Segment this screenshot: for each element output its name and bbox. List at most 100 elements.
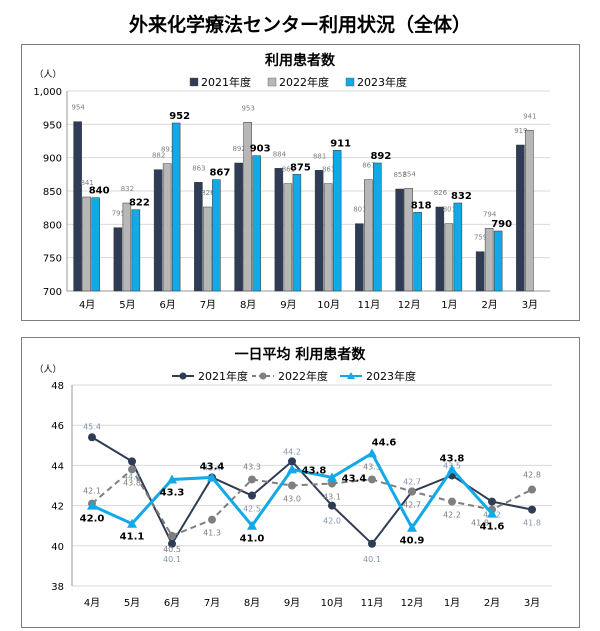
x-tick-label: 10月 — [321, 597, 344, 609]
data-label: 863 — [192, 164, 205, 172]
data-point — [488, 497, 496, 506]
bar — [516, 144, 525, 292]
data-label: 832 — [451, 191, 472, 202]
data-label: 832 — [121, 185, 134, 193]
data-point — [327, 472, 337, 482]
data-point — [288, 457, 296, 466]
x-tick-label: 3月 — [522, 299, 538, 311]
bar — [475, 251, 485, 292]
bar-chart-svg: 利用患者数 （人） 2021年度 2022年度 2023年度 700 750 800 850 90… — [33, 52, 550, 311]
bar — [153, 169, 163, 292]
legend-label: 2021年度 — [198, 369, 248, 383]
data-label: 44.6 — [372, 437, 397, 448]
data-label: 41.6 — [480, 522, 505, 533]
data-label: 795 — [112, 210, 125, 218]
data-label: 43.4 — [203, 463, 221, 472]
data-point — [248, 491, 256, 500]
bar — [323, 183, 333, 292]
data-label: 43.0 — [283, 495, 301, 504]
bar — [162, 163, 172, 292]
x-tick-label: 6月 — [159, 299, 175, 311]
data-label: 952 — [169, 111, 190, 122]
data-label: 867 — [362, 162, 375, 170]
x-tick-label: 2月 — [484, 597, 500, 609]
data-label: 43.1 — [323, 492, 341, 501]
legend-label: 2023年度 — [366, 369, 416, 383]
data-label: 42.0 — [323, 517, 341, 526]
data-label: 42.7 — [403, 501, 421, 510]
data-label: 42.2 — [443, 511, 461, 520]
x-tick-label: 9月 — [280, 299, 296, 311]
data-label: 826 — [434, 189, 448, 197]
bar — [355, 223, 364, 292]
data-label: 911 — [330, 138, 351, 149]
data-label: 891 — [161, 146, 174, 154]
chart-title: 利用患者数 — [265, 52, 336, 69]
data-label: 861 — [322, 166, 335, 174]
data-label: 882 — [152, 152, 165, 160]
x-tick-label: 11月 — [361, 597, 384, 609]
y-tick-label: 700 — [43, 287, 62, 298]
data-point — [168, 539, 176, 548]
data-label: 794 — [483, 210, 497, 218]
bar — [444, 223, 454, 292]
y-tick-label: 38 — [51, 582, 64, 593]
bar — [525, 130, 534, 292]
bar — [484, 228, 494, 292]
data-label: 941 — [523, 112, 536, 120]
bar — [283, 183, 293, 292]
data-point — [328, 479, 336, 488]
data-label: 801 — [353, 206, 366, 214]
data-point — [288, 481, 296, 490]
data-label: 43.8 — [302, 465, 327, 476]
y-tick-label: 1,000 — [33, 87, 62, 98]
data-label: 854 — [402, 170, 416, 178]
data-point — [128, 465, 136, 474]
data-point — [208, 515, 216, 524]
data-label: 954 — [71, 104, 85, 112]
data-label: 41.1 — [120, 532, 145, 543]
y-axis-unit: （人） — [34, 364, 61, 375]
data-point — [128, 457, 136, 466]
x-tick-label: 11月 — [358, 299, 381, 311]
bar — [314, 170, 324, 292]
data-label: 801 — [443, 206, 456, 214]
legend-swatch — [189, 77, 199, 87]
legend-marker — [179, 372, 187, 380]
y-tick-label: 40 — [51, 542, 64, 553]
bar — [122, 202, 132, 292]
bar — [252, 155, 261, 292]
x-tick-label: 4月 — [79, 299, 95, 311]
data-label: 790 — [491, 219, 512, 230]
data-label: 919 — [514, 127, 527, 135]
data-point — [127, 518, 137, 528]
bar — [395, 188, 404, 292]
bar — [413, 212, 422, 292]
data-label: 40.5 — [163, 545, 181, 554]
bar — [73, 121, 82, 292]
data-label: 43.8 — [123, 478, 141, 487]
data-point — [368, 539, 376, 548]
bar — [82, 196, 91, 292]
chart-panel-daily-average: 一日平均 利用患者数 （人） 2021年度 2022年度 2023年度 38 40 42 44 4… — [21, 337, 580, 628]
data-label: 40.1 — [363, 555, 381, 564]
data-label: 41.3 — [203, 529, 221, 538]
x-tick-label: 3月 — [524, 597, 540, 609]
data-label: 42.8 — [523, 471, 541, 480]
data-point — [328, 501, 336, 510]
bar — [194, 182, 203, 292]
data-label: 861 — [282, 166, 295, 174]
legend-label: 2023年度 — [357, 75, 407, 89]
data-label: 42.1 — [83, 487, 101, 496]
data-label: 875 — [290, 162, 311, 173]
bar — [493, 230, 503, 292]
data-label: 818 — [411, 200, 432, 211]
bar — [234, 162, 243, 292]
x-tick-label: 1月 — [444, 597, 460, 609]
x-tick-label: 10月 — [317, 299, 340, 311]
data-label: 759 — [474, 234, 487, 242]
data-point — [487, 508, 497, 518]
bar — [212, 179, 221, 292]
data-label: 43.4 — [342, 473, 367, 484]
bar — [373, 162, 382, 292]
